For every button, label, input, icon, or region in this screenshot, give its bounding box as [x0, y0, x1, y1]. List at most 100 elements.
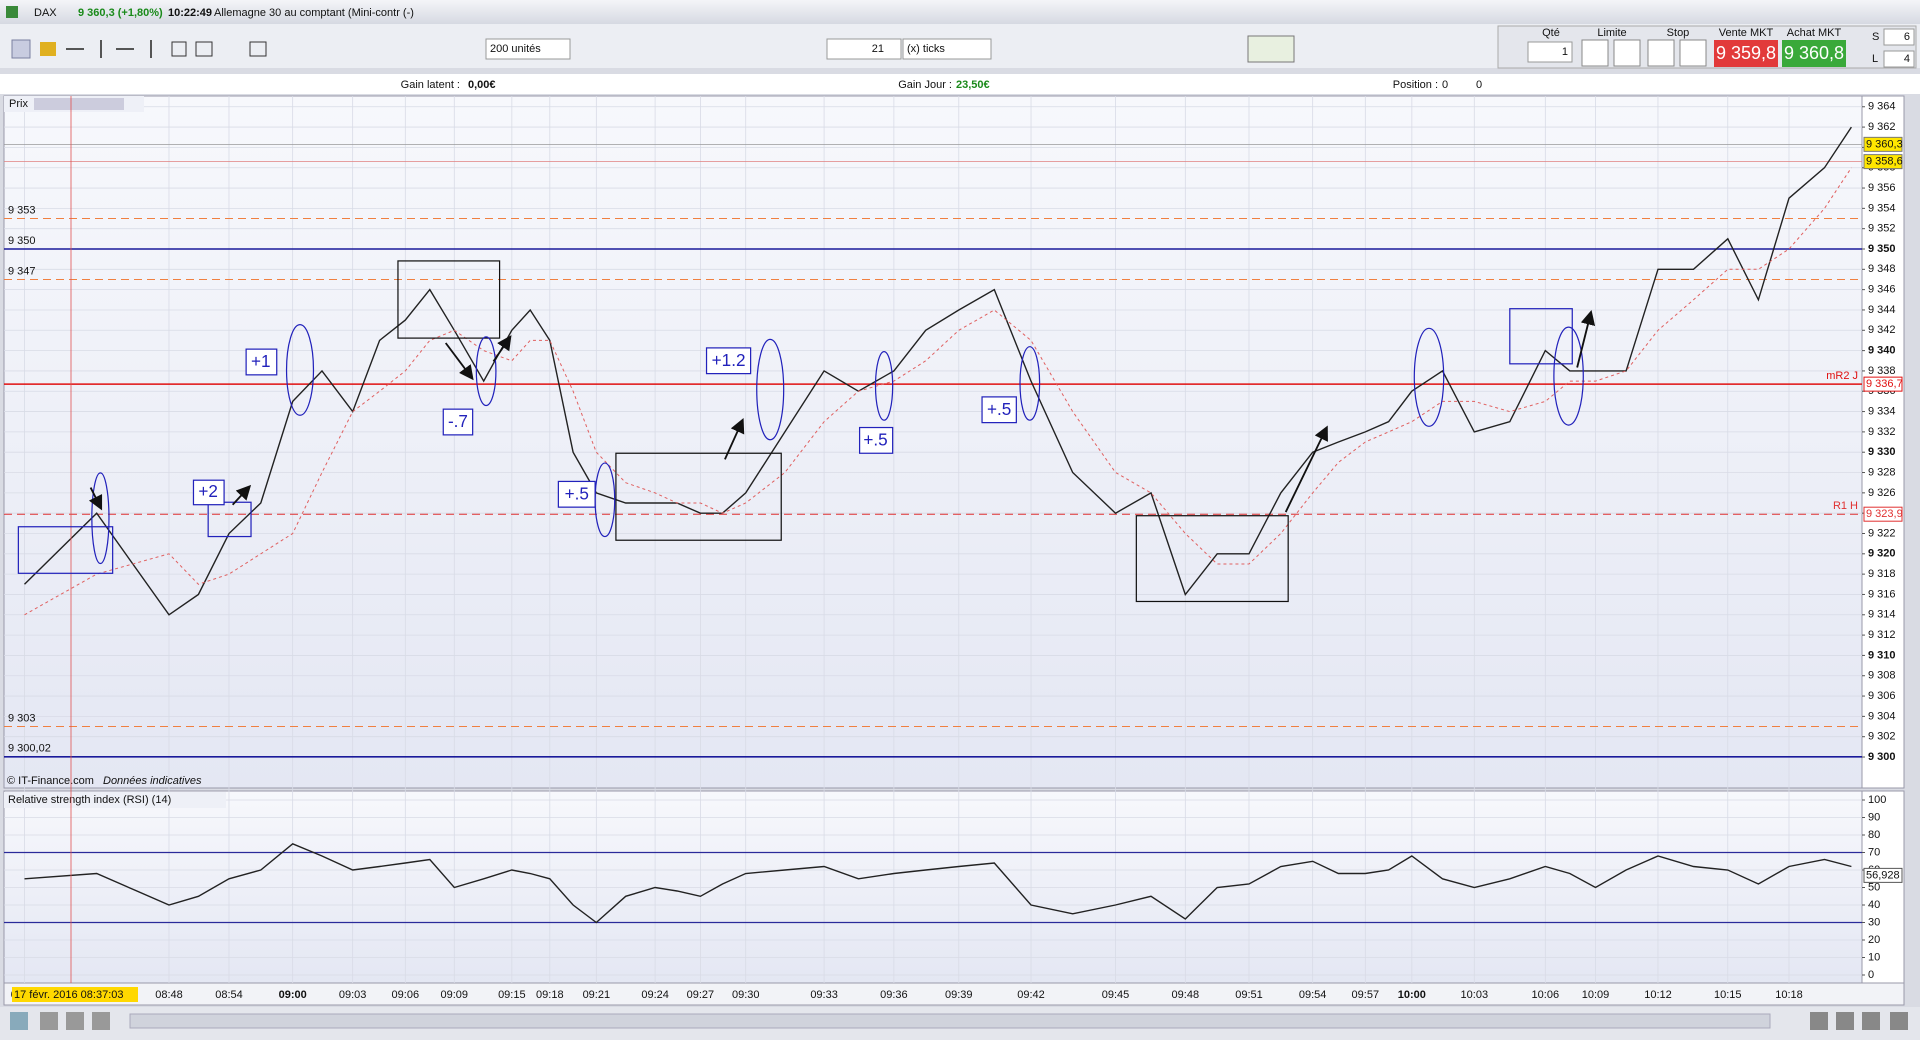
annotation: +2: [198, 481, 218, 501]
x-tick-label: 09:15: [498, 989, 526, 1001]
level-label: 9 353: [8, 204, 36, 216]
zoom-button[interactable]: [40, 1012, 58, 1030]
l-input[interactable]: [1883, 50, 1915, 68]
x-tick-label: 09:39: [945, 989, 973, 1001]
level-label: 9 350: [8, 235, 36, 247]
text-tool[interactable]: [171, 41, 187, 57]
chart-type-button[interactable]: [1247, 35, 1295, 63]
zoom-out[interactable]: [1836, 1012, 1854, 1030]
y-tick-label: 9 362: [1868, 121, 1896, 133]
annotation: +.5: [565, 483, 589, 503]
arrow: [492, 335, 512, 362]
level-box: [1863, 376, 1903, 392]
x-tick-label: 09:00: [279, 989, 307, 1001]
buy-button[interactable]: [1782, 40, 1846, 67]
y-tick-label: 9 312: [1868, 629, 1896, 641]
x-tick-label: 10:15: [1714, 989, 1742, 1001]
ellipse: [1553, 326, 1584, 426]
y-tick-label: 9 302: [1868, 731, 1896, 743]
qty: 1: [1562, 46, 1568, 58]
x-tick-label: 09:48: [1172, 989, 1200, 1001]
y-tick-label: 9 318: [1868, 568, 1896, 580]
y-tick-label: 50: [1868, 881, 1880, 893]
shape-tool[interactable]: [195, 41, 213, 57]
ticks-select[interactable]: [902, 38, 992, 60]
hline-tool[interactable]: [66, 48, 84, 50]
export-button[interactable]: [92, 1012, 110, 1030]
s-input[interactable]: [1883, 28, 1915, 46]
x-tick-label: 09:21: [583, 989, 611, 1001]
label-box: [557, 480, 596, 508]
x-tick-label: 09:27: [687, 989, 715, 1001]
settings[interactable]: [1890, 1012, 1908, 1030]
reset[interactable]: [1862, 1012, 1880, 1030]
rsi-title: Relative strength index (RSI) (14): [8, 794, 171, 806]
arrow: [1284, 425, 1328, 513]
stop-buy[interactable]: [1647, 39, 1675, 67]
stop-sell[interactable]: [1679, 39, 1707, 67]
level-label: 9 347: [8, 265, 36, 277]
y-tick-label: 9 364: [1868, 101, 1896, 113]
x-tick-label: 09:36: [880, 989, 908, 1001]
alert-tool[interactable]: [40, 42, 56, 56]
x-tick-label: 09:06: [392, 989, 420, 1001]
y-tick-label: 9 350: [1868, 243, 1896, 255]
print-button[interactable]: [66, 1012, 84, 1030]
y-tick-label: 9 310: [1868, 649, 1896, 661]
arrow: [724, 418, 745, 460]
qty-input[interactable]: [1527, 41, 1573, 63]
y-tick-label: 9 338: [1868, 365, 1896, 377]
y-tick-label: 9 332: [1868, 426, 1896, 438]
span-tool[interactable]: [150, 40, 152, 58]
symbol: DAX: [34, 7, 57, 19]
y-tick-label: 9 334: [1868, 405, 1896, 417]
y-tick-label: 9 322: [1868, 527, 1896, 539]
price-axis: [1861, 95, 1905, 789]
ellipse: [475, 336, 497, 407]
rect-tool[interactable]: [249, 41, 267, 57]
sell-button[interactable]: [1714, 40, 1778, 67]
y-tick-label: 100: [1868, 794, 1886, 806]
panel-icons[interactable]: [34, 98, 124, 110]
limit-sell[interactable]: [1613, 39, 1641, 67]
vline-tool[interactable]: [100, 40, 102, 58]
y-tick-label: 9 306: [1868, 690, 1896, 702]
level-name: mR2 J: [1826, 370, 1858, 382]
y-tick-label: 70: [1868, 846, 1880, 858]
level-label: 9 303: [8, 712, 36, 724]
y-tick-label: 9 308: [1868, 670, 1896, 682]
range-tool[interactable]: [116, 48, 134, 50]
annotation: +.5: [987, 399, 1011, 419]
x-tick-label: 09:42: [1017, 989, 1045, 1001]
cursor-date: 17 févr. 2016 08:37:03: [14, 989, 123, 1001]
y-tick-label: 9 356: [1868, 182, 1896, 194]
scrollbar[interactable]: [129, 1013, 1771, 1029]
price-title: Prix: [9, 98, 28, 110]
units-select[interactable]: [485, 38, 571, 60]
latent-label: Gain latent :: [401, 79, 460, 91]
zoom-in[interactable]: [1810, 1012, 1828, 1030]
price-label: 9 358,6: [1866, 156, 1903, 168]
app-icon: [6, 6, 18, 18]
limit-buy[interactable]: [1581, 39, 1609, 67]
buy-price: 9 360,8: [1784, 43, 1844, 63]
x-tick-label: 09:18: [536, 989, 564, 1001]
level-name: R1 H: [1833, 500, 1858, 512]
ellipse: [1019, 346, 1041, 421]
buy-label: Achat MKT: [1787, 27, 1842, 39]
cursor-date-box: [12, 987, 138, 1002]
rsi-last: 56,928: [1866, 869, 1900, 881]
x-tick-label: 10:06: [1532, 989, 1560, 1001]
latent-value: 0,00€: [468, 79, 496, 91]
y-tick-label: 9 328: [1868, 466, 1896, 478]
refresh-button[interactable]: [10, 1012, 28, 1030]
pointer-tool[interactable]: [11, 39, 31, 59]
x-tick-label: 10:09: [1582, 989, 1610, 1001]
ticks-input[interactable]: [826, 38, 902, 60]
x-tick-label: 09:51: [1235, 989, 1263, 1001]
rsi-axis: [1861, 790, 1905, 984]
x-tick-label: 09:30: [732, 989, 760, 1001]
label-box: [858, 426, 894, 454]
y-tick-label: 9 330: [1868, 446, 1896, 458]
